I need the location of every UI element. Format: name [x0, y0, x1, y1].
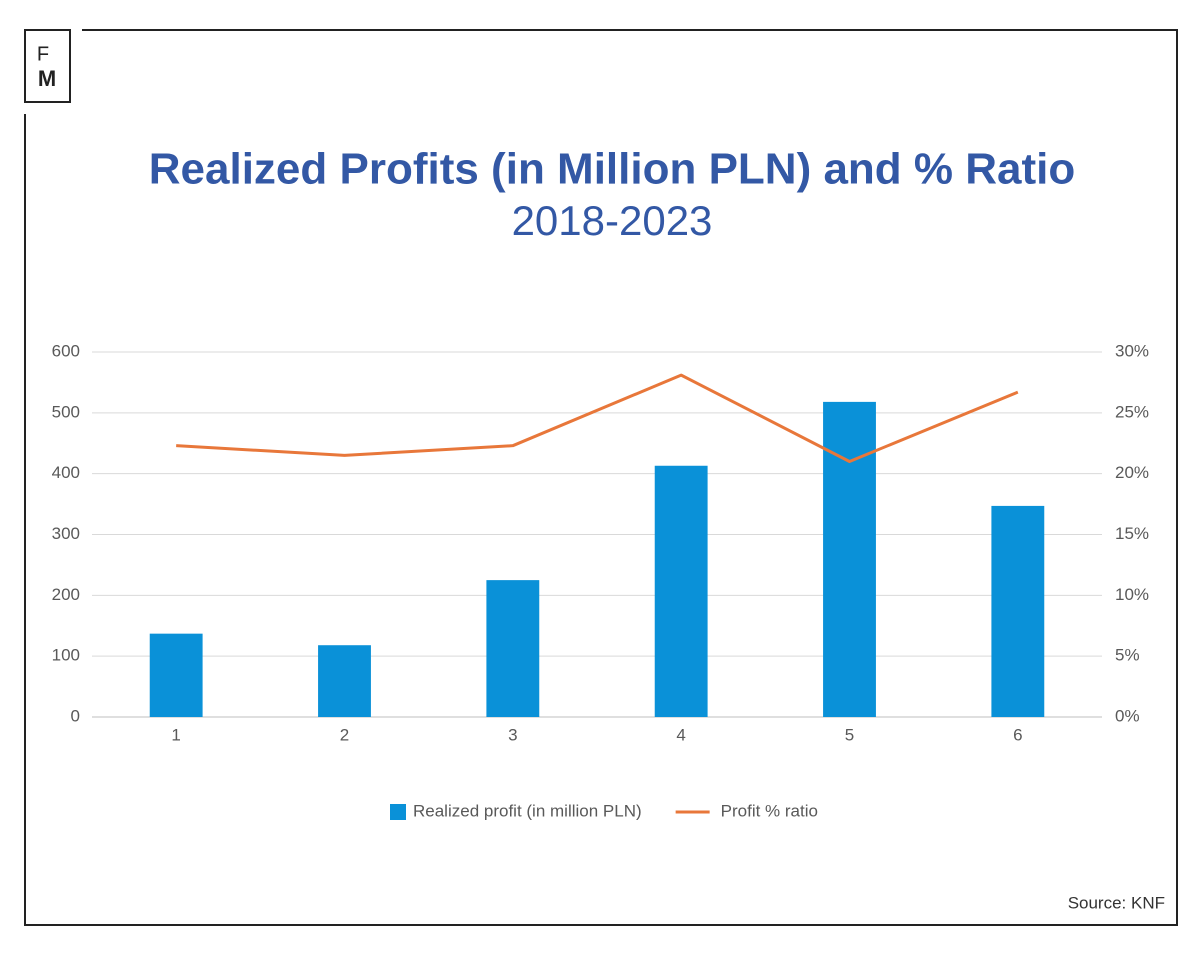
x-tick-label: 1	[171, 725, 180, 744]
x-tick-label: 3	[508, 725, 517, 744]
x-tick-label: 6	[1013, 725, 1022, 744]
y2-tick-label: 10%	[1115, 585, 1149, 604]
bar	[654, 465, 708, 717]
logo-top: F	[37, 43, 49, 65]
x-tick-label: 5	[845, 725, 854, 744]
y2-tick-label: 0%	[1115, 706, 1140, 725]
chart-subtitle: 2018-2023	[512, 197, 713, 244]
y2-tick-label: 30%	[1115, 341, 1149, 360]
line	[176, 373, 1019, 463]
legend-label: Realized profit (in million PLN)	[413, 801, 642, 820]
y-tick-label: 100	[52, 646, 80, 665]
y-tick-label: 200	[52, 585, 80, 604]
bar	[486, 580, 540, 717]
x-tick-label: 2	[340, 725, 349, 744]
logo-bottom: M	[38, 66, 56, 91]
bar	[991, 505, 1045, 717]
y2-tick-label: 15%	[1115, 524, 1149, 543]
y-tick-label: 400	[52, 463, 80, 482]
y-tick-label: 300	[52, 524, 80, 543]
bar	[149, 633, 203, 717]
logo-box	[24, 29, 71, 103]
y2-tick-label: 20%	[1115, 463, 1149, 482]
y-tick-label: 600	[52, 341, 80, 360]
legend-label: Profit % ratio	[721, 801, 818, 820]
legend-swatch	[390, 804, 406, 820]
y2-tick-label: 5%	[1115, 646, 1140, 665]
frame	[24, 29, 1178, 926]
y-tick-label: 0	[71, 706, 80, 725]
chart-title: Realized Profits (in Million PLN) and % …	[149, 145, 1076, 194]
x-tick-label: 4	[676, 725, 685, 744]
bar	[318, 645, 371, 717]
bar	[823, 401, 876, 717]
y2-tick-label: 25%	[1115, 402, 1149, 421]
y-tick-label: 500	[52, 402, 80, 421]
source: Source: KNF	[1068, 893, 1165, 912]
